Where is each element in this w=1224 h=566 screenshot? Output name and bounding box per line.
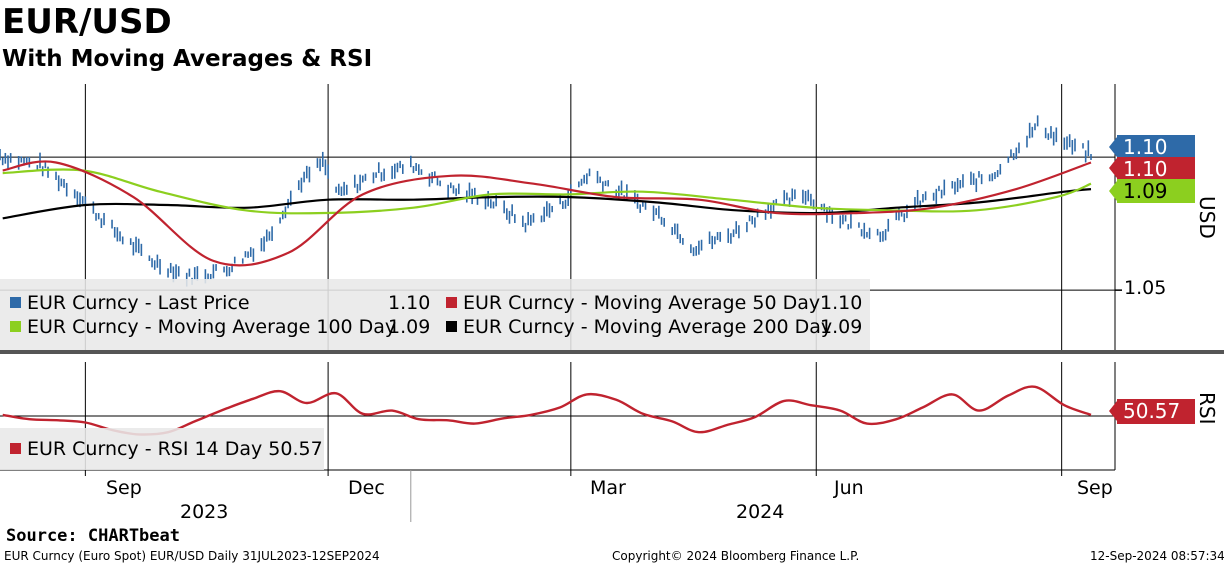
price-bars xyxy=(0,115,1092,287)
legend-label-ma100: EUR Curncy - Moving Average 100 Day xyxy=(27,316,397,338)
legend-label-ma50: EUR Curncy - Moving Average 50 Day xyxy=(463,292,821,314)
chart-title: EUR/USD xyxy=(2,2,172,42)
legend-label-last-price: EUR Curncy - Last Price xyxy=(27,292,250,314)
y-tick-1-05: 1.05 xyxy=(1124,277,1167,299)
price-badge-tip xyxy=(1109,137,1117,157)
ma50-badge-tip xyxy=(1109,158,1117,178)
rsi-axis-label: RSI xyxy=(1195,392,1219,425)
ma50-line xyxy=(2,160,1092,267)
legend-item-rsi: EUR Curncy - RSI 14 Day 50.57 xyxy=(10,438,323,460)
footer-copyright: Copyright© 2024 Bloomberg Finance L.P. xyxy=(612,549,860,563)
legend-swatch-ma200 xyxy=(446,321,457,332)
legend-swatch-last-price xyxy=(10,297,21,308)
x-year-2024: 2024 xyxy=(736,501,785,523)
legend-value-ma50: 1.10 xyxy=(820,292,863,314)
ma100-badge-tip xyxy=(1109,181,1117,201)
rsi-line xyxy=(2,385,1092,436)
legend-swatch-ma100 xyxy=(10,321,21,332)
y-axis-label: USD xyxy=(1195,196,1219,239)
source-note: Source: CHARTbeat xyxy=(6,526,180,546)
x-tick-jun: Jun xyxy=(834,477,864,499)
legend-item-ma200: EUR Curncy - Moving Average 200 Day xyxy=(446,316,832,338)
legend-swatch-ma50 xyxy=(446,297,457,308)
legend-item-ma100: EUR Curncy - Moving Average 100 Day xyxy=(10,316,396,338)
x-tick-mar: Mar xyxy=(590,477,626,499)
x-tick-sep-2024: Sep xyxy=(1077,477,1113,499)
x-tick-dec: Dec xyxy=(348,477,385,499)
rsi-badge: 50.57 xyxy=(1117,399,1195,424)
footer-series-info: EUR Curncy (Euro Spot) EUR/USD Daily 31J… xyxy=(4,549,380,563)
price-legend: EUR Curncy - Last Price 1.10 EUR Curncy … xyxy=(0,279,870,350)
legend-label-rsi: EUR Curncy - RSI 14 Day 50.57 xyxy=(27,438,323,460)
legend-item-last-price: EUR Curncy - Last Price xyxy=(10,292,250,314)
legend-value-ma100: 1.09 xyxy=(388,316,431,338)
legend-value-ma200: 1.09 xyxy=(820,316,863,338)
panel-divider xyxy=(0,350,1224,354)
legend-swatch-rsi xyxy=(10,443,21,454)
x-tick-sep-2023: Sep xyxy=(106,477,142,499)
ma100-badge: 1.09 xyxy=(1117,179,1195,203)
ma100-line xyxy=(2,168,1092,215)
rsi-badge-tip xyxy=(1109,401,1117,421)
legend-item-ma50: EUR Curncy - Moving Average 50 Day xyxy=(446,292,820,314)
x-year-2023: 2023 xyxy=(180,501,229,523)
legend-value-last-price: 1.10 xyxy=(388,292,431,314)
ma50-badge: 1.10 xyxy=(1117,157,1195,181)
chart-subtitle: With Moving Averages & RSI xyxy=(2,46,373,72)
legend-label-ma200: EUR Curncy - Moving Average 200 Day xyxy=(463,316,833,338)
footer-timestamp: 12-Sep-2024 08:57:34 xyxy=(1090,549,1224,563)
rsi-legend: EUR Curncy - RSI 14 Day 50.57 xyxy=(0,428,324,470)
price-badge: 1.10 xyxy=(1117,135,1195,159)
